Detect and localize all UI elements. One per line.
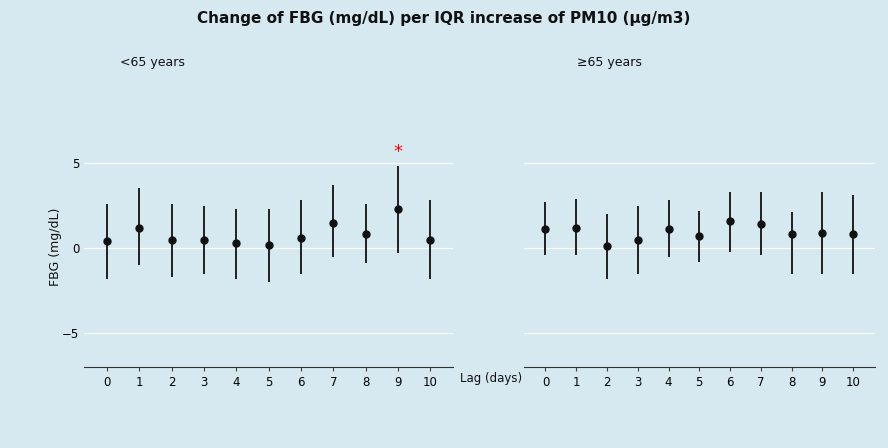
- Y-axis label: FBG (mg/dL): FBG (mg/dL): [49, 207, 62, 285]
- Text: Lag (days): Lag (days): [460, 372, 521, 385]
- Text: *: *: [393, 143, 402, 161]
- Text: <65 years: <65 years: [120, 56, 185, 69]
- Text: ≥65 years: ≥65 years: [577, 56, 642, 69]
- Text: Change of FBG (mg/dL) per IQR increase of PM10 (μg/m3): Change of FBG (mg/dL) per IQR increase o…: [197, 11, 691, 26]
